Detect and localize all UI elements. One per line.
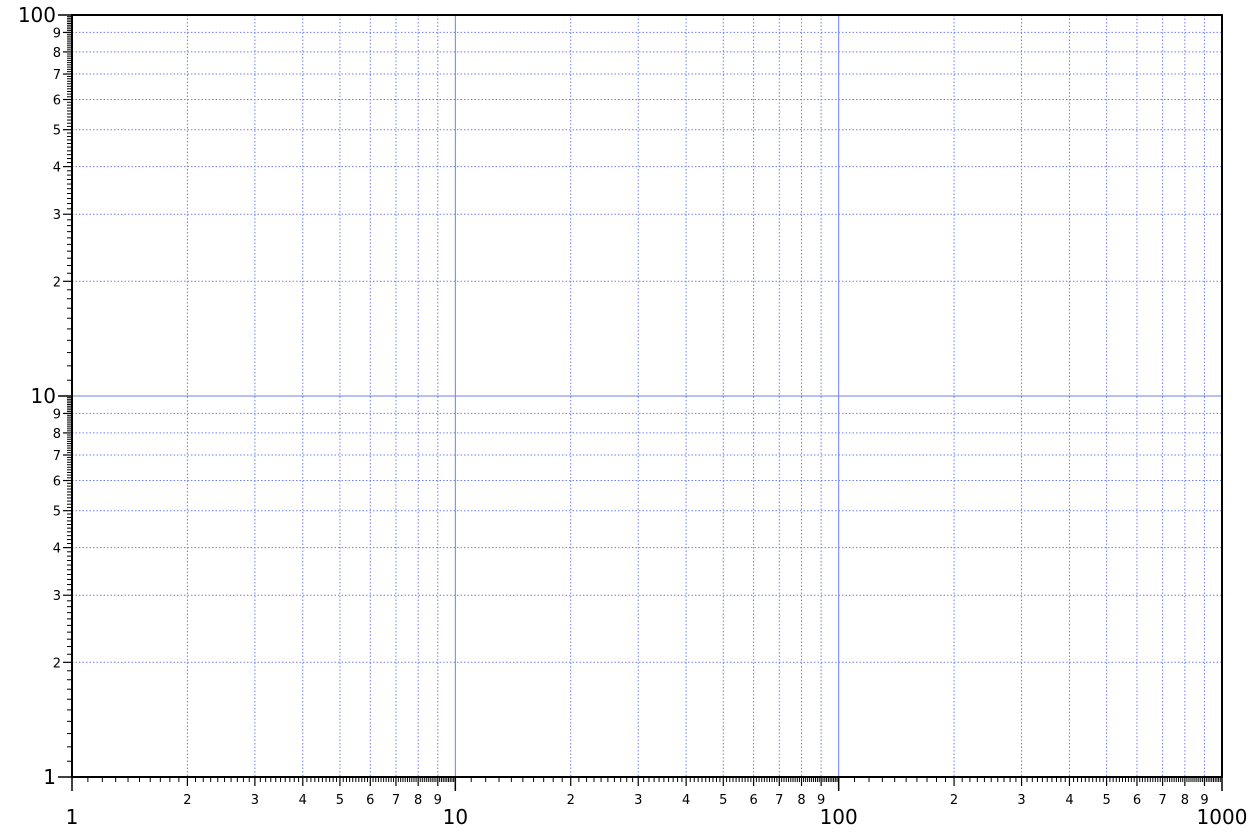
x-minor-tick-label: 5 [336,793,344,808]
x-minor-tick-label: 6 [366,793,374,808]
x-minor-tick-label: 7 [392,793,400,808]
y-minor-tick-label: 8 [53,427,61,442]
x-minor-tick-label: 3 [251,793,259,808]
x-minor-tick-label: 8 [414,793,422,808]
x-major-tick-label: 1 [66,805,79,829]
x-minor-tick-label: 4 [682,793,690,808]
x-minor-tick-label: 2 [567,793,575,808]
x-minor-tick-label: 8 [1181,793,1189,808]
x-minor-tick-label: 4 [1065,793,1073,808]
x-minor-tick-label: 9 [817,793,825,808]
y-minor-tick-label: 2 [53,275,61,290]
x-minor-tick-label: 2 [183,793,191,808]
y-minor-tick-label: 6 [53,475,61,490]
x-major-tick-label: 1000 [1197,805,1248,829]
x-minor-tick-label: 3 [634,793,642,808]
y-major-tick-label: 10 [31,384,56,408]
y-minor-tick-label: 2 [53,656,61,671]
x-minor-tick-label: 7 [775,793,783,808]
y-minor-tick-label: 9 [53,407,61,422]
y-minor-tick-label: 3 [53,589,61,604]
y-minor-tick-label: 4 [53,542,61,557]
x-major-tick-label: 10 [443,805,468,829]
y-minor-tick-label: 5 [53,505,61,520]
x-minor-tick-label: 2 [950,793,958,808]
x-major-tick-label: 100 [820,805,858,829]
grid-layer [72,15,1222,777]
x-minor-tick-label: 9 [1200,793,1208,808]
y-minor-tick-label: 9 [53,26,61,41]
x-minor-tick-label: 4 [299,793,307,808]
x-minor-tick-label: 3 [1017,793,1025,808]
x-minor-tick-label: 6 [1133,793,1141,808]
y-minor-tick-label: 8 [53,46,61,61]
y-minor-tick-label: 3 [53,208,61,223]
y-minor-tick-label: 6 [53,94,61,109]
x-minor-tick-label: 6 [749,793,757,808]
x-minor-tick-label: 5 [1102,793,1110,808]
x-minor-tick-label: 9 [434,793,442,808]
x-minor-tick-label: 7 [1158,793,1166,808]
ticks-layer [58,14,1223,791]
y-minor-tick-label: 7 [53,449,61,464]
y-minor-tick-label: 7 [53,68,61,83]
x-minor-tick-label: 8 [797,793,805,808]
y-minor-tick-label: 4 [53,161,61,176]
y-major-tick-label: 1 [43,765,56,789]
y-minor-tick-label: 5 [53,124,61,139]
x-minor-tick-label: 5 [719,793,727,808]
y-major-tick-label: 100 [18,3,56,27]
